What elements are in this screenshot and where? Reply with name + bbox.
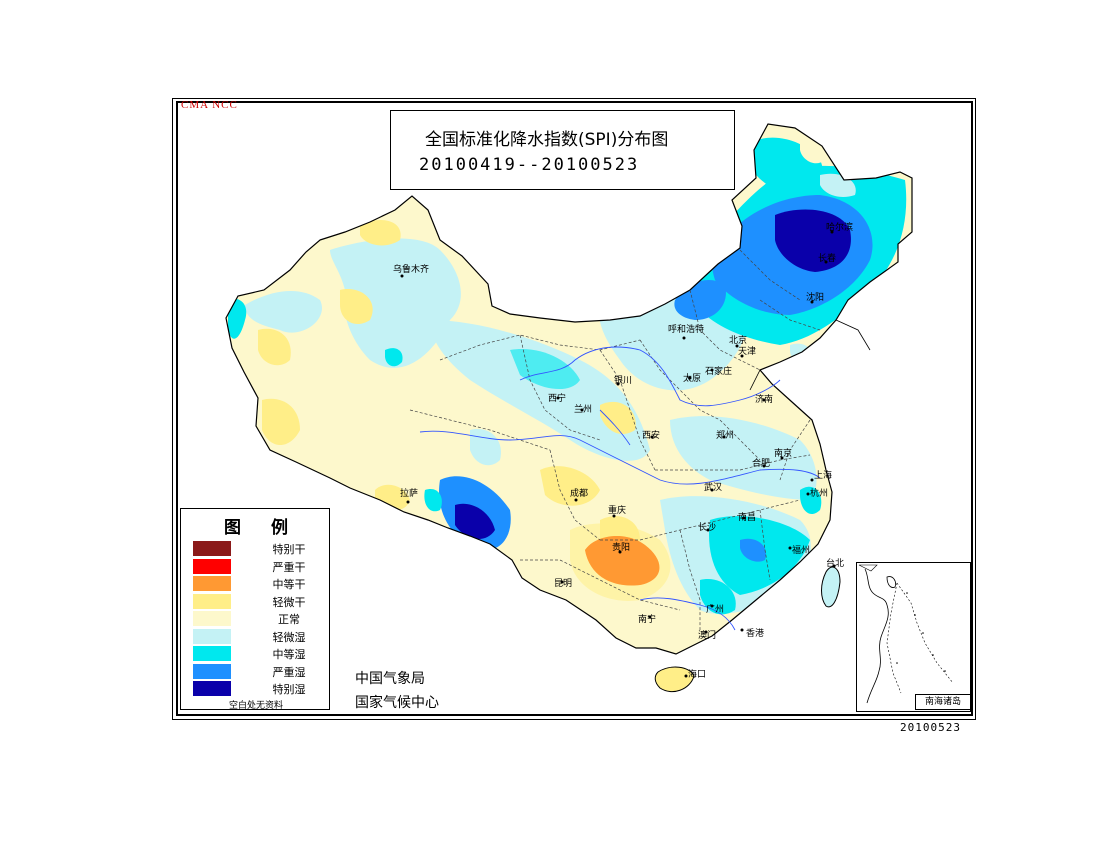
agency-code: CMA NCC bbox=[181, 99, 238, 111]
legend-swatch bbox=[193, 681, 231, 696]
legend-swatch bbox=[193, 646, 231, 661]
legend-item: 中等湿 bbox=[193, 646, 321, 662]
city-label: 拉萨 bbox=[400, 487, 418, 499]
legend-item: 特别湿 bbox=[193, 681, 321, 697]
legend-label: 严重湿 bbox=[272, 665, 306, 679]
legend-item: 中等干 bbox=[193, 576, 321, 592]
city-label: 南京 bbox=[774, 447, 792, 459]
legend-item: 轻微干 bbox=[193, 593, 321, 610]
city-label: 西安 bbox=[642, 429, 660, 441]
city-label: 济南 bbox=[755, 393, 773, 405]
legend-item: 轻微湿 bbox=[193, 628, 321, 645]
city-label: 郑州 bbox=[716, 429, 734, 441]
city-label: 长沙 bbox=[698, 521, 716, 533]
city-label: 成都 bbox=[570, 487, 588, 499]
city-label: 福州 bbox=[792, 544, 810, 556]
city-label: 天津 bbox=[738, 346, 756, 357]
city-label: 广州 bbox=[706, 603, 724, 615]
legend-swatch bbox=[193, 663, 231, 679]
map-frame-inner bbox=[176, 101, 973, 716]
legend: 图例 特别干严重干中等干轻微干正常轻微湿中等湿严重湿特别湿 空白处无资料 bbox=[180, 508, 330, 711]
city-label: 南昌 bbox=[738, 511, 756, 523]
city-label: 澳门 bbox=[698, 629, 716, 641]
inset-label: 南海诸岛 bbox=[915, 694, 971, 710]
legend-label: 严重干 bbox=[272, 560, 306, 574]
city-label: 香港 bbox=[746, 627, 764, 639]
legend-swatch bbox=[193, 558, 231, 574]
legend-title: 图例 bbox=[224, 518, 318, 538]
map-title: 全国标准化降水指数(SPI)分布图 bbox=[425, 130, 669, 150]
city-label: 南宁 bbox=[638, 613, 656, 625]
legend-item: 特别干 bbox=[193, 541, 321, 557]
legend-label: 中等湿 bbox=[272, 648, 306, 661]
city-label: 杭州 bbox=[810, 487, 828, 499]
city-label: 兰州 bbox=[574, 403, 592, 415]
map-frame-outer bbox=[172, 98, 976, 720]
city-label: 武汉 bbox=[704, 481, 722, 493]
legend-swatch bbox=[193, 611, 231, 626]
city-label: 乌鲁木齐 bbox=[393, 263, 429, 275]
agency-name: 中国气象局 bbox=[355, 671, 425, 687]
city-label: 重庆 bbox=[608, 504, 626, 516]
legend-label: 特别干 bbox=[272, 543, 306, 556]
inset-map bbox=[858, 564, 954, 704]
city-label: 海口 bbox=[688, 668, 706, 680]
legend-note: 空白处无资料 bbox=[228, 701, 283, 711]
city-label: 太原 bbox=[683, 372, 701, 384]
south-china-sea-inset: 南海诸岛 bbox=[856, 562, 971, 712]
legend-swatch bbox=[193, 593, 231, 609]
legend-label: 轻微湿 bbox=[272, 630, 306, 644]
city-label: 贵阳 bbox=[612, 541, 630, 553]
center-name: 国家气候中心 bbox=[355, 695, 439, 711]
city-label: 沈阳 bbox=[806, 291, 824, 303]
legend-label: 轻微干 bbox=[272, 595, 306, 609]
legend-item: 严重湿 bbox=[193, 663, 321, 680]
city-label: 哈尔滨 bbox=[826, 221, 853, 233]
legend-label: 特别湿 bbox=[272, 683, 306, 696]
legend-item: 严重干 bbox=[193, 558, 321, 575]
legend-label: 中等干 bbox=[272, 578, 306, 591]
city-label: 北京 bbox=[729, 334, 747, 346]
city-label: 银川 bbox=[614, 374, 632, 386]
legend-swatch bbox=[193, 576, 231, 591]
city-label: 呼和浩特 bbox=[668, 323, 704, 335]
city-label: 上海 bbox=[814, 469, 832, 481]
date-range: 20100419--20100523 bbox=[419, 155, 640, 175]
legend-item: 正常 bbox=[193, 611, 321, 627]
legend-swatch bbox=[193, 628, 231, 644]
city-label: 长春 bbox=[818, 252, 836, 264]
title-box: 全国标准化降水指数(SPI)分布图 20100419--20100523 bbox=[390, 110, 735, 190]
city-label: 台北 bbox=[826, 557, 844, 569]
footer-date: 20100523 bbox=[900, 721, 961, 734]
city-label: 昆明 bbox=[554, 578, 572, 589]
city-label: 合肥 bbox=[752, 457, 770, 469]
legend-swatch bbox=[193, 541, 231, 556]
legend-label: 正常 bbox=[278, 613, 300, 626]
city-label: 石家庄 bbox=[705, 365, 732, 377]
city-label: 西宁 bbox=[548, 392, 566, 404]
